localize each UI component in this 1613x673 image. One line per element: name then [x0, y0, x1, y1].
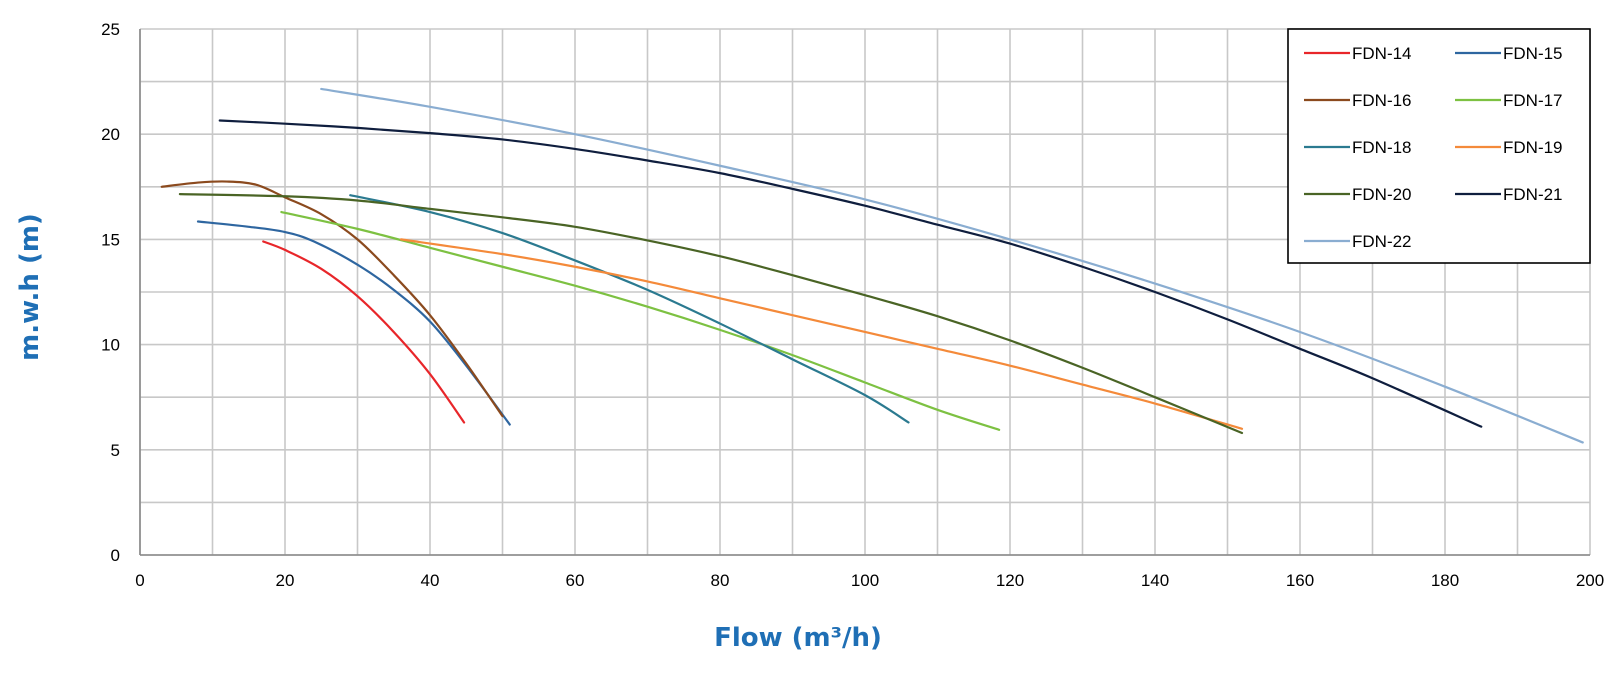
series-line-fdn-18	[349, 194, 910, 424]
x-tick-label-140: 140	[1141, 571, 1169, 590]
y-tick-label-15: 15	[101, 230, 120, 249]
y-tick-label-10: 10	[101, 336, 120, 355]
legend: FDN-14 FDN-15 FDN-16 FDN-17 FDN-18 FDN-19 FDN-…	[1287, 28, 1591, 264]
y-tick-label-0: 0	[111, 546, 120, 565]
series-line-fdn-20	[178, 193, 1244, 435]
x-tick-label-0: 0	[135, 571, 144, 590]
legend-label-fdn-20: FDN-20	[1352, 185, 1412, 204]
y-tick-label-25: 25	[101, 20, 120, 39]
x-tick-label-80: 80	[711, 571, 730, 590]
plot-frame	[139, 29, 1590, 556]
series-line-fdn-21	[218, 119, 1483, 428]
series-line-fdn-14	[262, 240, 466, 424]
x-tick-label-40: 40	[421, 571, 440, 590]
legend-label-fdn-21: FDN-21	[1503, 185, 1563, 204]
legend-label-fdn-16: FDN-16	[1352, 91, 1412, 110]
x-tick-label-180: 180	[1431, 571, 1459, 590]
series-line-fdn-16	[160, 180, 504, 418]
series-line-fdn-15	[196, 220, 511, 426]
legend-label-fdn-17: FDN-17	[1503, 91, 1563, 110]
legend-label-fdn-19: FDN-19	[1503, 138, 1563, 157]
x-tick-label-160: 160	[1286, 571, 1314, 590]
series-line-fdn-17	[280, 210, 1001, 431]
x-axis-title: Flow (m³/h)	[714, 623, 882, 653]
legend-label-fdn-15: FDN-15	[1503, 44, 1563, 63]
series-line-fdn-22	[320, 87, 1584, 444]
legend-label-fdn-22: FDN-22	[1352, 232, 1412, 251]
legend-label-fdn-14: FDN-14	[1352, 44, 1412, 63]
x-tick-labels: 0 20 40 60 80 100 120 140 160 180 200	[135, 571, 1604, 590]
legend-label-fdn-18: FDN-18	[1352, 138, 1412, 157]
x-tick-label-100: 100	[851, 571, 879, 590]
x-tick-label-60: 60	[566, 571, 585, 590]
y-tick-labels: 0 5 10 15 20 25	[101, 20, 120, 565]
x-tick-label-20: 20	[276, 571, 295, 590]
y-axis-title: m.w.h (m)	[15, 213, 45, 361]
series-line-fdn-19	[399, 238, 1244, 430]
x-tick-label-200: 200	[1576, 571, 1604, 590]
series-lines	[160, 87, 1584, 444]
x-tick-label-120: 120	[996, 571, 1024, 590]
y-tick-label-5: 5	[111, 441, 120, 460]
y-tick-label-20: 20	[101, 125, 120, 144]
